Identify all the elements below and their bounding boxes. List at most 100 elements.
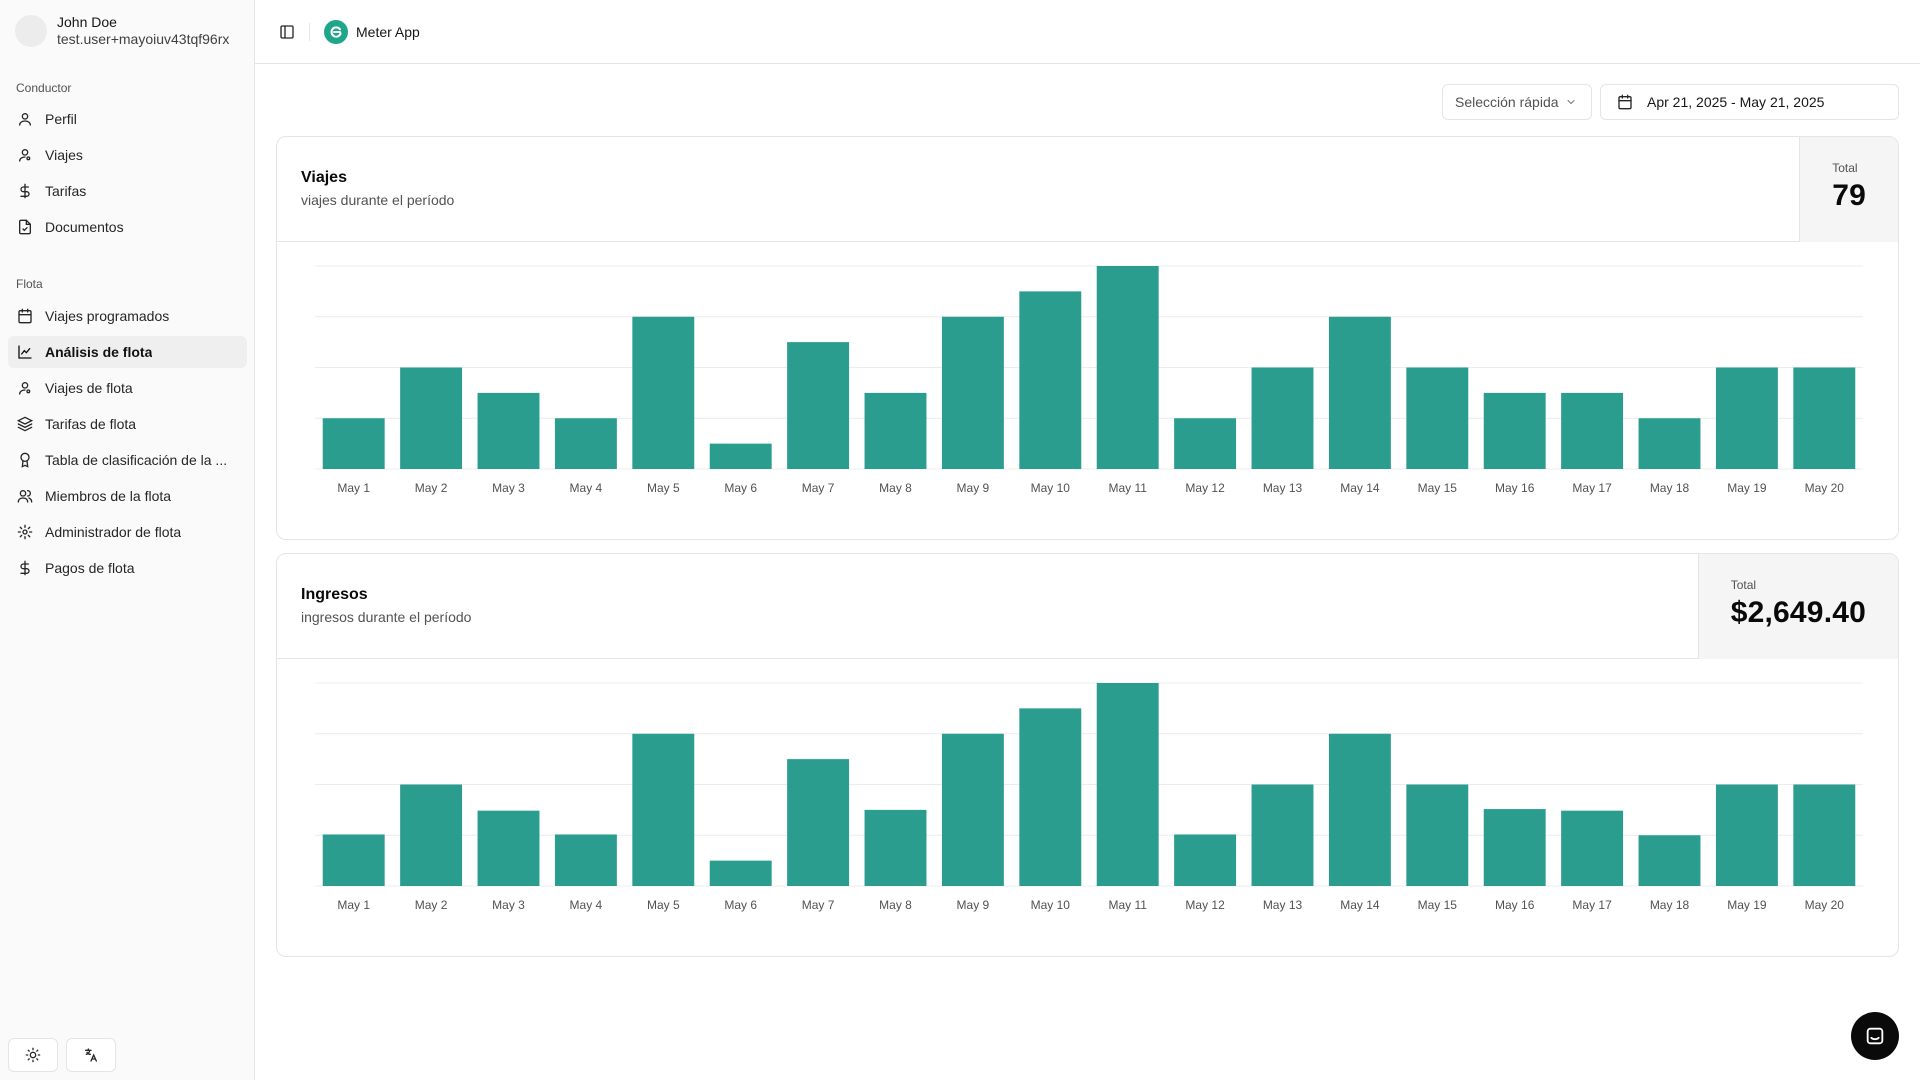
card-subtitle: viajes durante el período [301, 192, 455, 208]
chat-support-button[interactable] [1851, 1012, 1899, 1060]
bar[interactable] [1019, 708, 1082, 886]
fleet-nav: Viajes programados Análisis de flota Via… [8, 300, 247, 588]
bar[interactable] [1251, 784, 1314, 887]
bar[interactable] [632, 316, 695, 469]
sidebar-item-fleet-trips[interactable]: Viajes de flota [8, 372, 247, 404]
x-tick-label: May 8 [879, 481, 912, 495]
sidebar-item-trips[interactable]: Viajes [8, 139, 247, 171]
date-range-value: Apr 21, 2025 - May 21, 2025 [1647, 94, 1825, 110]
bar[interactable] [1096, 266, 1159, 469]
trips-bar-chart: May 1 May 2 May 3 May 4 May 5 May 6 May 7 May 8… [315, 265, 1863, 495]
trips-card: Viajes viajes durante el período Total 7… [276, 136, 1899, 540]
bar[interactable] [554, 834, 617, 886]
total-label: Total [1730, 578, 1757, 592]
bar[interactable] [1561, 392, 1624, 469]
chevron-down-icon [1567, 100, 1575, 105]
bar[interactable] [1638, 418, 1701, 469]
users-icon [17, 490, 33, 503]
sidebar-item-fleet-rates[interactable]: Tarifas de flota [8, 408, 247, 440]
bar[interactable] [1174, 834, 1237, 886]
bar[interactable] [1174, 418, 1237, 469]
bar[interactable] [709, 443, 772, 469]
bar[interactable] [1793, 784, 1856, 887]
bar[interactable] [400, 784, 463, 887]
date-range-picker[interactable]: Apr 21, 2025 - May 21, 2025 [1600, 84, 1899, 120]
bar[interactable] [477, 810, 540, 886]
top-header: Meter App [255, 0, 1920, 64]
sidebar-item-fleet-analytics[interactable]: Análisis de flota [8, 336, 247, 368]
bar[interactable] [322, 418, 385, 469]
x-tick-label: May 7 [802, 898, 835, 912]
x-tick-label: May 15 [1418, 481, 1458, 495]
bar[interactable] [1406, 367, 1469, 470]
bar[interactable] [1019, 291, 1082, 469]
bar[interactable] [1715, 784, 1778, 887]
theme-toggle-button[interactable] [8, 1038, 58, 1072]
x-tick-label: May 8 [879, 898, 912, 912]
user-pin-icon [19, 382, 31, 395]
bar[interactable] [1251, 367, 1314, 470]
sidebar-toggle-button[interactable] [273, 18, 301, 46]
revenue-card: Ingresos ingresos durante el período Tot… [276, 553, 1899, 957]
x-tick-label: May 10 [1031, 481, 1071, 495]
bar[interactable] [400, 367, 463, 470]
bar[interactable] [477, 392, 540, 469]
app-logo-icon [324, 19, 348, 44]
x-tick-label: May 12 [1185, 481, 1225, 495]
bar[interactable] [1328, 733, 1391, 886]
dollar-icon [20, 183, 30, 199]
bar[interactable] [709, 860, 772, 886]
translate-icon [85, 1048, 97, 1062]
sidebar-item-label: Administrador de flota [45, 524, 182, 540]
x-tick-label: May 2 [415, 481, 448, 495]
sidebar-item-fleet-members[interactable]: Miembros de la flota [8, 480, 247, 512]
sidebar-item-fleet-admin[interactable]: Administrador de flota [8, 516, 247, 548]
sidebar-item-documents[interactable]: Documentos [8, 211, 247, 243]
bar[interactable] [1561, 810, 1624, 886]
sidebar-item-label: Perfil [45, 111, 77, 127]
sidebar-item-label: Viajes [45, 147, 83, 163]
driver-nav: Perfil Viajes Tarifas Documentos [8, 103, 247, 247]
sidebar-item-profile[interactable]: Perfil [8, 103, 247, 135]
bar[interactable] [941, 733, 1004, 886]
x-tick-label: May 18 [1650, 898, 1690, 912]
x-tick-label: May 10 [1031, 898, 1071, 912]
bar[interactable] [941, 316, 1004, 469]
bar[interactable] [787, 342, 850, 469]
bar[interactable] [1638, 835, 1701, 886]
x-tick-label: May 12 [1185, 898, 1225, 912]
x-tick-label: May 11 [1108, 481, 1147, 495]
x-tick-label: May 4 [570, 481, 603, 495]
x-tick-label: May 6 [724, 481, 757, 495]
bar[interactable] [1328, 316, 1391, 469]
bar[interactable] [554, 418, 617, 469]
bar[interactable] [1483, 809, 1546, 886]
bar[interactable] [1096, 683, 1159, 886]
bar[interactable] [1483, 392, 1546, 469]
user-email: test.user+mayoiuv43tqf96rx [57, 31, 230, 47]
bar[interactable] [322, 834, 385, 886]
bar[interactable] [787, 759, 850, 886]
bar[interactable] [1406, 784, 1469, 887]
quick-select-dropdown[interactable]: Selección rápida [1442, 84, 1592, 120]
sidebar-item-label: Miembros de la flota [45, 488, 172, 504]
sidebar-item-label: Viajes programados [45, 308, 170, 324]
x-tick-label: May 11 [1108, 898, 1147, 912]
total-box: Total $2,649.40 [1697, 554, 1898, 659]
x-tick-label: May 17 [1572, 481, 1612, 495]
bar[interactable] [1793, 367, 1856, 470]
x-tick-label: May 5 [647, 481, 680, 495]
bar[interactable] [864, 809, 927, 886]
bar[interactable] [1715, 367, 1778, 470]
card-subtitle: ingresos durante el período [301, 609, 472, 625]
total-label: Total [1832, 161, 1858, 175]
sidebar-item-scheduled-trips[interactable]: Viajes programados [8, 300, 247, 332]
bar[interactable] [864, 392, 927, 469]
sidebar-item-fleet-payments[interactable]: Pagos de flota [8, 552, 247, 584]
sidebar-item-leaderboard[interactable]: Tabla de clasificación de la ... [8, 444, 247, 476]
user-profile[interactable]: John Doe test.user+mayoiuv43tqf96rx [15, 14, 250, 48]
sidebar-item-rates[interactable]: Tarifas [8, 175, 247, 207]
bar[interactable] [632, 733, 695, 886]
revenue-bar-chart: May 1 May 2 May 3 May 4 May 5 May 6 May 7 May 8… [315, 682, 1863, 912]
language-button[interactable] [66, 1038, 116, 1072]
